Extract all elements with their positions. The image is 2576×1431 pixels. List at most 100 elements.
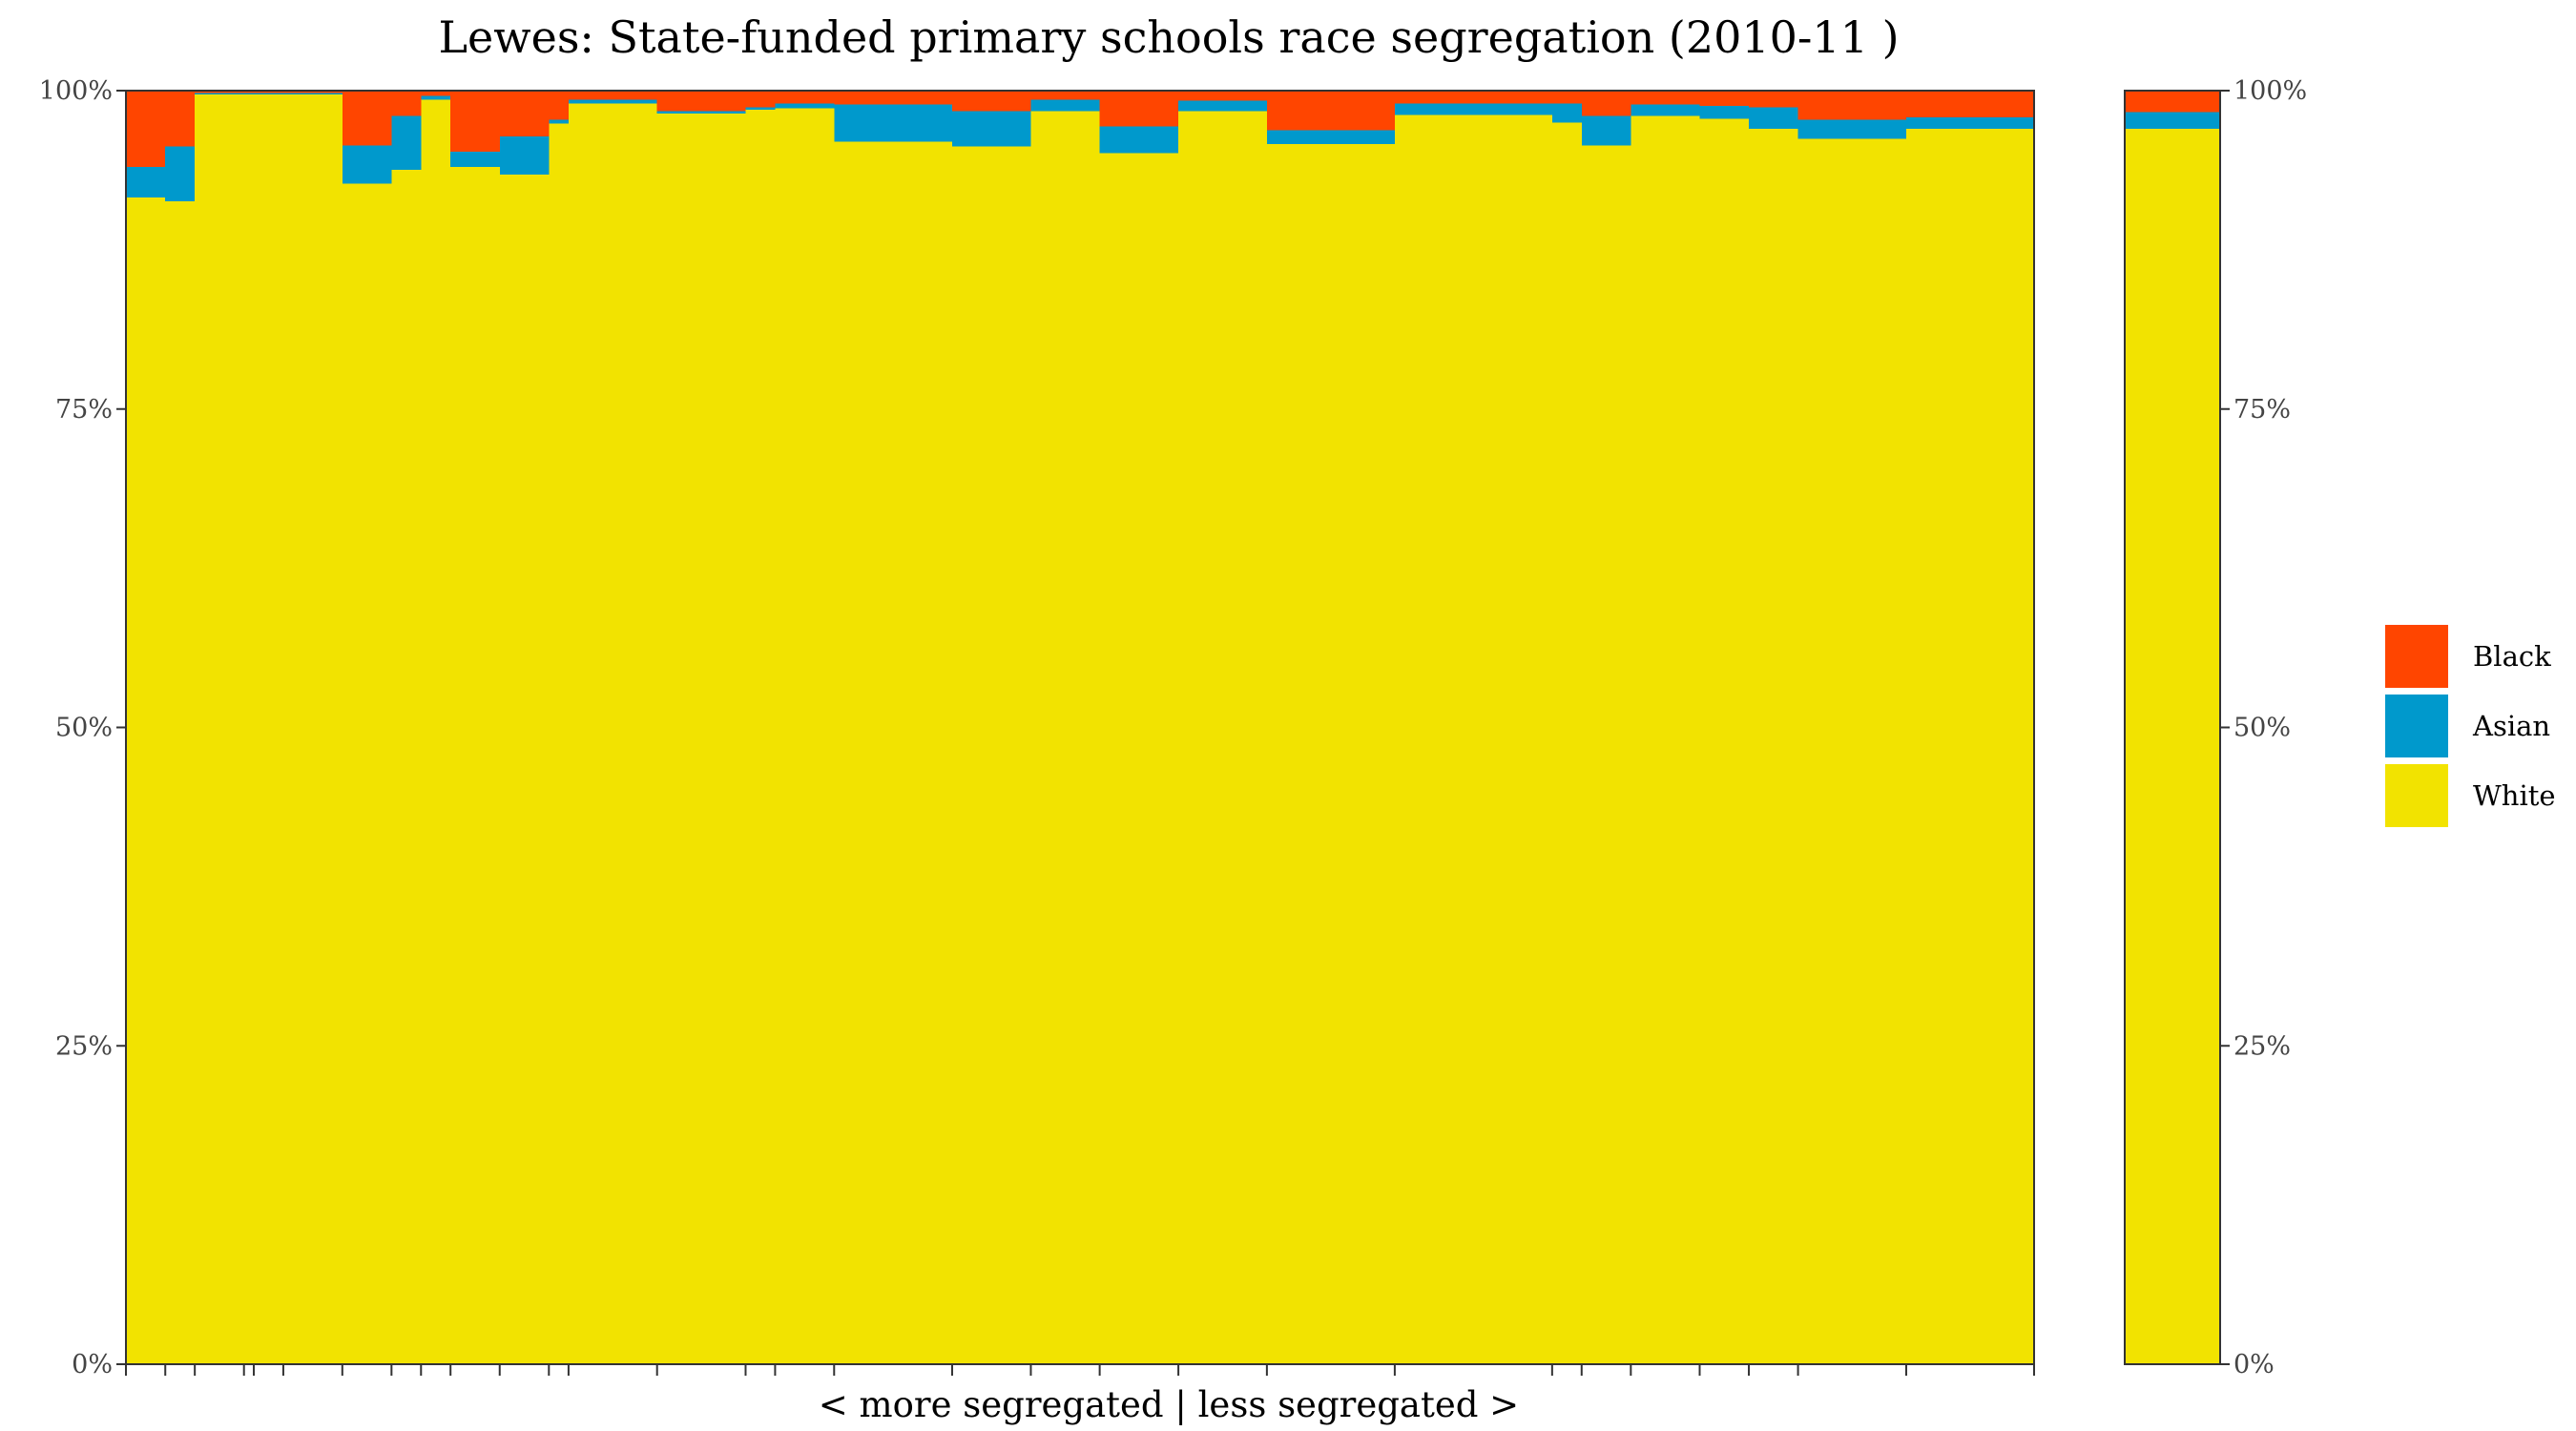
- school-bar-black-segment: [342, 91, 392, 146]
- school-bar-white-segment: [1631, 115, 1701, 1365]
- school-bar: [775, 91, 835, 1365]
- school-bar-white-segment: [195, 94, 245, 1364]
- school-bar-asian-segment: [391, 115, 422, 170]
- legend-label-asian: Asian: [2472, 710, 2550, 742]
- school-bar: [1699, 91, 1750, 1365]
- school-bar-white-segment: [1266, 144, 1396, 1364]
- school-bar-asian-segment: [499, 136, 550, 176]
- school-bar: [834, 91, 953, 1364]
- school-bar-black-segment: [195, 91, 245, 93]
- school-bar: [1749, 91, 1799, 1364]
- legend-key-white: [2385, 764, 2448, 827]
- school-bar-asian-segment: [951, 111, 1032, 147]
- school-bar-white-segment: [568, 103, 658, 1365]
- school-bar-white-segment: [126, 197, 166, 1364]
- school-bar-white-segment: [1749, 129, 1799, 1364]
- school-bar: [421, 91, 451, 1365]
- legend-key-black: [2385, 625, 2448, 688]
- school-bar-black-segment: [165, 91, 196, 147]
- school-bar-asian-segment: [1551, 103, 1583, 123]
- school-bar: [450, 91, 501, 1365]
- school-bar-black-segment: [126, 91, 166, 168]
- school-bar-asian-segment: [195, 93, 245, 95]
- school-bar-black-segment: [421, 91, 451, 96]
- y-axis-right: 0% 25% 50% 75% 100%: [2220, 76, 2307, 1379]
- school-bar-black-segment: [951, 91, 1032, 112]
- school-bar: [745, 91, 777, 1364]
- school-bar: [1099, 91, 1179, 1364]
- school-bar: [282, 91, 343, 1364]
- school-bar-black-segment: [391, 91, 422, 116]
- school-bar-white-segment: [1551, 122, 1583, 1364]
- school-bar-asian-segment: [834, 104, 953, 142]
- school-bar-white-segment: [1699, 118, 1750, 1365]
- y-tick-label-left: 0%: [72, 1350, 113, 1379]
- school-bar-white-segment: [745, 110, 777, 1364]
- school-bar-black-segment: [568, 91, 658, 100]
- overall-bar-group: [2125, 91, 2220, 1364]
- school-bar-black-segment: [254, 91, 284, 93]
- y-tick-label-left: 25%: [55, 1031, 113, 1061]
- school-bar-black-segment: [656, 91, 747, 112]
- school-bar-asian-segment: [1266, 130, 1396, 145]
- legend-label-white: White: [2473, 779, 2556, 812]
- school-bar-white-segment: [1797, 138, 1907, 1365]
- y-tick-label-right: 0%: [2233, 1350, 2275, 1379]
- overall-bar-asian-segment: [2125, 112, 2220, 130]
- school-bar-asian-segment: [165, 146, 196, 202]
- school-bar-black-segment: [499, 91, 550, 137]
- school-bar: [1581, 91, 1631, 1364]
- school-bar-white-segment: [421, 99, 451, 1365]
- school-bar-white-segment: [499, 175, 550, 1365]
- school-bar-black-segment: [1178, 91, 1268, 101]
- school-bar: [243, 91, 255, 1364]
- school-bar-asian-segment: [1797, 119, 1907, 139]
- school-bar-black-segment: [1631, 91, 1701, 105]
- school-bar-black-segment: [450, 91, 501, 153]
- school-bar: [1797, 91, 1907, 1365]
- school-bar: [1551, 91, 1583, 1364]
- school-bar-black-segment: [1099, 91, 1179, 127]
- school-bar-black-segment: [282, 91, 343, 93]
- school-bar-white-segment: [1030, 111, 1101, 1365]
- school-bar-black-segment: [1266, 91, 1396, 131]
- school-bar-black-segment: [745, 91, 777, 108]
- school-bar: [549, 91, 570, 1365]
- school-bar-asian-segment: [126, 167, 166, 198]
- school-bar: [1394, 91, 1553, 1365]
- school-bar-white-segment: [1099, 153, 1179, 1364]
- school-bar-black-segment: [1699, 91, 1750, 107]
- y-axis-left: 0% 25% 50% 75% 100%: [39, 76, 126, 1379]
- school-bar-asian-segment: [1631, 104, 1701, 116]
- school-bar-asian-segment: [243, 93, 255, 95]
- school-bar-asian-segment: [1099, 126, 1179, 154]
- school-bar: [126, 91, 166, 1364]
- school-bar-white-segment: [391, 169, 422, 1364]
- bars-group: [126, 91, 2035, 1365]
- school-bar-white-segment: [450, 167, 501, 1365]
- school-bar-white-segment: [1905, 129, 2035, 1364]
- school-bar: [391, 91, 422, 1364]
- school-bar-black-segment: [1905, 91, 2035, 118]
- school-bar-asian-segment: [1030, 99, 1101, 112]
- school-bar-asian-segment: [775, 103, 835, 109]
- school-bar-asian-segment: [656, 111, 747, 114]
- school-bar: [1631, 91, 1701, 1365]
- school-bar-asian-segment: [745, 107, 777, 111]
- school-bar-asian-segment: [1749, 107, 1799, 130]
- legend-label-black: Black: [2473, 640, 2551, 673]
- school-bar: [951, 91, 1032, 1365]
- school-bar-white-segment: [254, 94, 284, 1364]
- x-axis-label: < more segregated | less segregated >: [819, 1384, 1519, 1425]
- school-bar-black-segment: [1581, 91, 1631, 116]
- school-bar-asian-segment: [1178, 100, 1268, 112]
- school-bar-asian-segment: [568, 99, 658, 104]
- school-bar-asian-segment: [342, 145, 392, 184]
- school-bar-white-segment: [342, 183, 392, 1365]
- school-bar-asian-segment: [1905, 117, 2035, 130]
- legend-item-black: Black: [2385, 625, 2551, 688]
- y-tick-label-right: 50%: [2233, 714, 2291, 743]
- legend-item-asian: Asian: [2385, 695, 2550, 757]
- school-bar-white-segment: [1394, 114, 1553, 1365]
